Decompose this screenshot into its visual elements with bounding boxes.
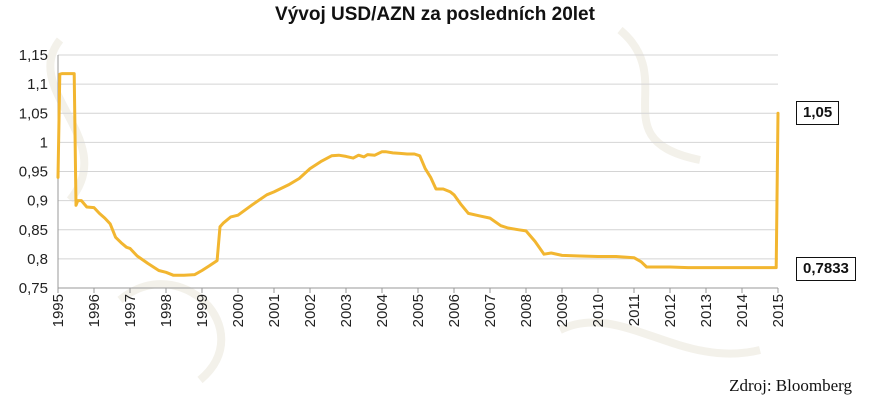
x-tick-label: 2004 <box>374 294 391 327</box>
y-tick-label: 1 <box>40 134 48 151</box>
x-tick-label: 2008 <box>518 294 535 327</box>
x-tick-label: 2006 <box>446 294 463 327</box>
x-tick-label: 2013 <box>698 294 715 327</box>
x-tick-label: 2015 <box>770 294 787 327</box>
x-tick-label: 2009 <box>554 294 571 327</box>
x-tick-label: 1999 <box>194 294 211 327</box>
x-tick-label: 2001 <box>266 294 283 327</box>
gridlines <box>58 54 778 289</box>
y-tick-label: 0,95 <box>19 164 48 181</box>
x-tick-label: 2010 <box>590 294 607 327</box>
series-line <box>56 72 780 277</box>
x-tick-label: 2000 <box>230 294 247 327</box>
x-tick-label: 2014 <box>734 294 751 327</box>
annotation-previous-rate: 0,7833 <box>796 256 856 281</box>
x-tick-label: 2003 <box>338 294 355 327</box>
x-tick-label: 1997 <box>122 294 139 327</box>
axes <box>57 55 779 293</box>
source-note: Zdroj: Bloomberg <box>729 376 852 395</box>
x-tick-label: 2007 <box>482 294 499 327</box>
y-tick-label: 0,9 <box>27 193 48 210</box>
y-tick-label: 1,05 <box>19 105 48 122</box>
x-tick-label: 2002 <box>302 294 319 327</box>
series-layer <box>56 72 780 277</box>
y-tick-label: 0,75 <box>19 280 48 297</box>
x-tick-label: 1995 <box>50 294 67 327</box>
annotation-current-rate: 1,05 <box>796 101 840 126</box>
y-tick-label: 1,15 <box>19 47 48 64</box>
y-tick-label: 0,8 <box>27 251 48 268</box>
y-tick-label: 1,1 <box>27 76 48 93</box>
y-tick-labels: 0,75 0,8 0,85 0,9 0,95 1 1,05 1,1 1,15 <box>19 47 48 297</box>
chart-title: Vývoj USD/AZN za posledních 20let <box>275 4 595 25</box>
y-tick-label: 0,85 <box>19 222 48 239</box>
x-tick-label: 2011 <box>626 294 643 326</box>
x-tick-label: 2005 <box>410 294 427 327</box>
x-tick-labels: 1995 1996 1997 1998 1999 2000 2001 2002 2003 2004… <box>50 294 787 327</box>
x-tick-label: 1996 <box>86 294 103 327</box>
x-tick-label: 1998 <box>158 294 175 327</box>
x-tick-label: 2012 <box>662 294 679 327</box>
